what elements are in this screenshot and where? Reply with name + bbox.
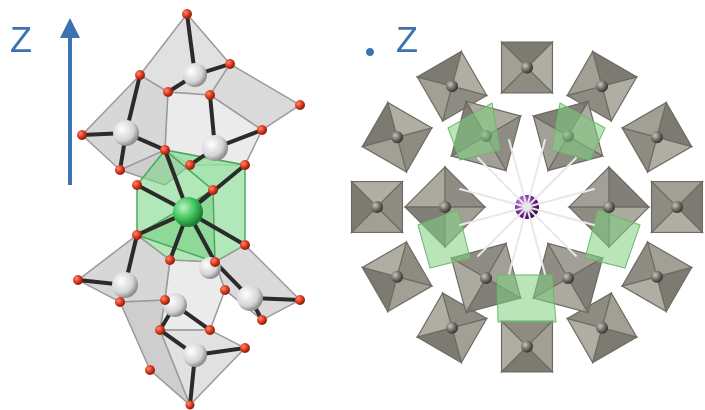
octahedron-face [403,165,446,208]
metal-atom [391,131,404,144]
octahedron-face [676,180,704,234]
metal-atom [603,201,615,213]
octahedron-face [500,41,554,69]
center-bond [507,139,528,208]
center-bond [459,206,528,227]
center-bond [526,206,595,227]
octahedron-face [361,266,398,314]
oxygen-atoms [73,9,305,410]
metal-atom [671,201,683,213]
center-bond [526,206,547,275]
metal-atom [521,61,533,74]
left-z-label: Z [10,19,32,60]
octahedron-face [350,180,378,234]
right-structure [350,40,704,374]
metal-atom [371,201,383,213]
octahedron-face [415,50,463,87]
center-bond [476,156,528,208]
octahedron-face [567,256,604,315]
center-bond [526,206,578,258]
metal-atom [446,80,458,93]
octahedron-face [591,327,639,364]
metal-atom [439,201,451,213]
metal-atom [650,270,663,283]
right-z-label: Z [396,19,418,60]
metal-atom [391,270,404,283]
metal-atom [596,80,608,93]
octahedron-face [500,345,554,373]
octahedron-face [415,327,463,364]
metal-atom [446,321,458,334]
metal-atom [480,272,492,285]
z-axis-dot [366,48,374,56]
center-bond [459,187,528,208]
metal-atom [650,131,663,144]
octahedron-face [444,165,487,208]
octahedron-face [567,165,610,208]
octahedron-face [591,50,639,87]
metal-atom [596,321,608,334]
center-bond [526,139,547,208]
octahedron-face [656,266,693,314]
metal-atom [521,340,533,353]
center-bond [526,187,595,208]
left-structure [60,9,305,410]
center-bond [476,206,528,258]
highlighted-faces [417,102,641,323]
center-atom [173,197,203,227]
center-bond [526,156,578,208]
center-bond [507,206,528,275]
metal-atom [562,272,574,285]
octahedron-face [656,100,693,148]
octahedron-face [361,100,398,148]
octahedron-face [608,165,651,208]
center-bonds [459,139,595,275]
